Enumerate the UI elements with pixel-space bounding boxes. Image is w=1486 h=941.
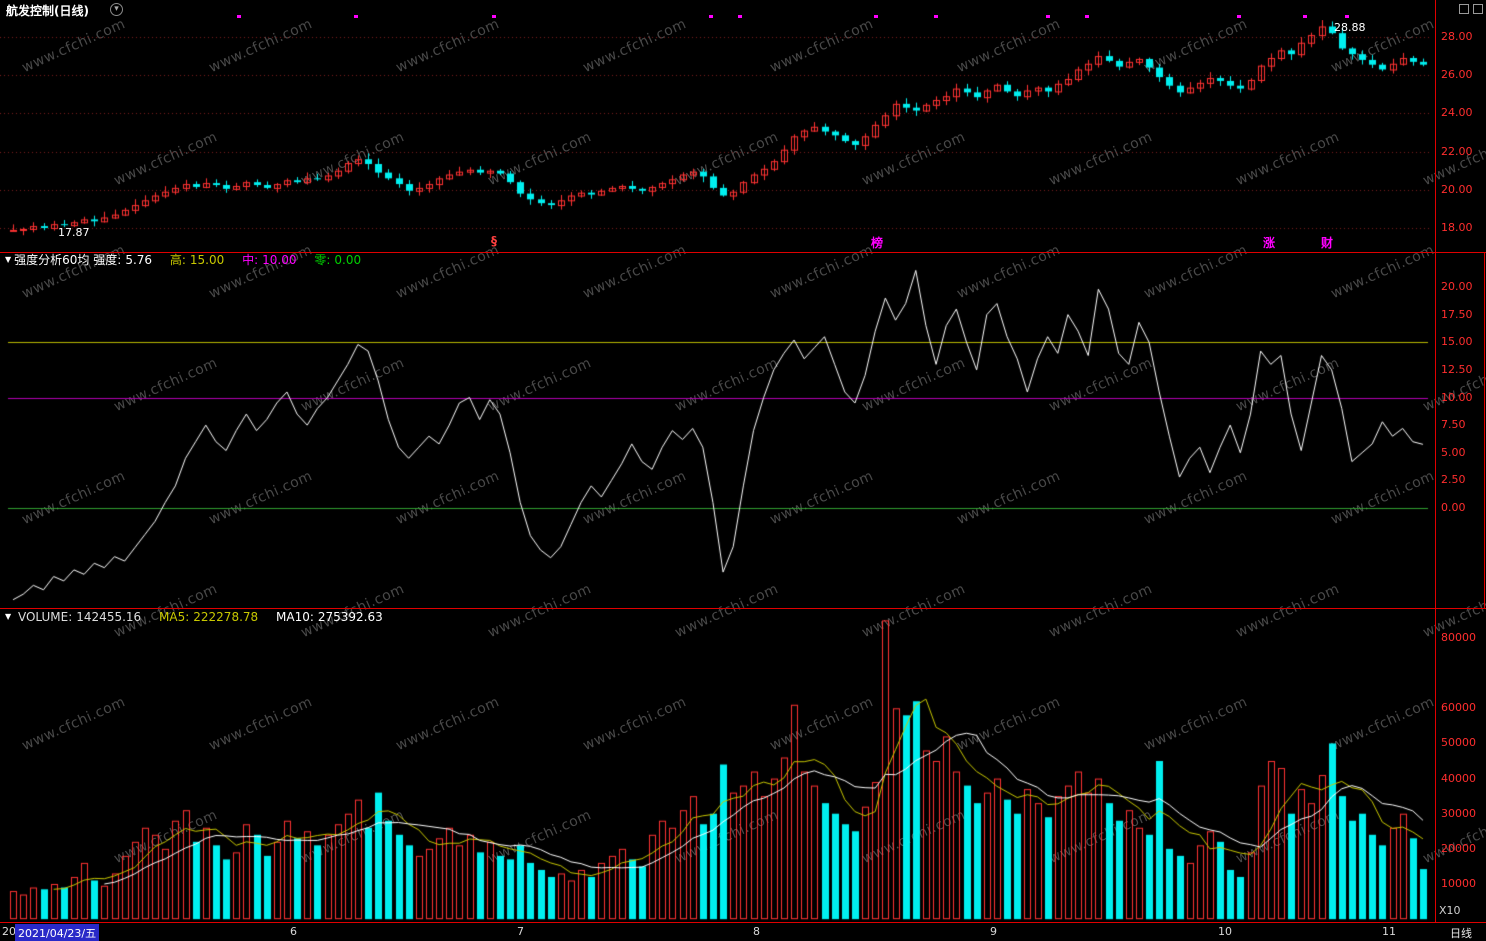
high-threshold-label: 高: [169, 253, 186, 267]
zero-threshold-value: 0.00 [334, 253, 362, 267]
mid-threshold-label: 中: [242, 253, 259, 267]
axis-label: 60000 [1441, 701, 1476, 715]
month-label: 9 [990, 925, 997, 938]
axis-label: 20.00 [1441, 182, 1473, 196]
event-mark: 财 [1321, 236, 1334, 250]
month-label: 10 [1218, 925, 1232, 938]
axis-label: 30000 [1441, 806, 1476, 820]
high-price-marker: 28.88 [1334, 21, 1366, 34]
strength-label: 强度: [93, 253, 122, 267]
window-controls [1459, 4, 1483, 14]
axis-multiplier-label: X10 [1439, 904, 1461, 917]
ma5-value: 222278.78 [193, 610, 259, 624]
event-mark: 涨 [1263, 236, 1276, 250]
price-chart-canvas[interactable] [0, 20, 1435, 252]
event-mark: § [491, 234, 497, 248]
signal-dot [1303, 15, 1307, 18]
month-label: 7 [517, 925, 524, 938]
panel-separator [0, 252, 1486, 253]
date-axis-bar: 20 2021/04/23/五 日线 6 7 8 9 10 11 [0, 923, 1486, 941]
volume-label: VOLUME: [17, 610, 73, 624]
axis-label: 26.00 [1441, 68, 1473, 82]
ma10-label: MA10: [276, 610, 314, 624]
axis-label: 0.00 [1441, 501, 1466, 514]
axis-separator-line [1435, 0, 1436, 922]
chevron-down-icon[interactable]: ▾ [110, 3, 123, 16]
ma10-value: 275392.63 [317, 610, 383, 624]
month-label: 11 [1382, 925, 1396, 938]
stock-title[interactable]: 航发控制(日线) [6, 4, 89, 18]
signal-dot [934, 15, 938, 18]
axis-label: 10000 [1441, 877, 1476, 890]
window-restore-icon[interactable] [1459, 4, 1469, 14]
axis-label: 40000 [1441, 771, 1476, 785]
axis-label: 80000 [1441, 631, 1476, 644]
ma5-label: MA5: [159, 610, 190, 624]
indicator-chart-canvas[interactable] [0, 252, 1435, 608]
volume-header: ▼ VOLUME: 142455.16 MA5: 222278.78 MA10: 27… [5, 610, 397, 624]
signal-dot [1345, 15, 1349, 18]
axis-label: 20.00 [1441, 280, 1473, 293]
signal-dot [492, 15, 496, 18]
axis-label: 22.00 [1441, 144, 1473, 158]
axis-label: 20000 [1441, 841, 1476, 855]
axis-label: 18.00 [1441, 221, 1473, 234]
panel-right-border [1484, 252, 1485, 608]
axis-label: 17.50 [1441, 307, 1473, 321]
signal-dot [237, 15, 241, 18]
signal-dot [1046, 15, 1050, 18]
event-mark: 榜 [871, 236, 884, 250]
title-bar: 航发控制(日线) ▾ [0, 0, 1486, 20]
axis-label: 12.50 [1441, 362, 1473, 376]
axis-label: 5.00 [1441, 445, 1466, 459]
panel-separator [0, 922, 1486, 923]
collapse-arrow-icon[interactable]: ▼ [5, 612, 12, 621]
mid-threshold-value: 10.00 [262, 253, 297, 267]
month-label: 6 [290, 925, 297, 938]
low-price-marker: 17.87 [58, 226, 90, 239]
axis-label: 2.50 [1441, 473, 1466, 487]
zero-threshold-label: 零: [314, 253, 331, 267]
volume-value: 142455.16 [76, 610, 142, 624]
month-label: 8 [753, 925, 760, 938]
signal-dot [738, 15, 742, 18]
indicator-header: ▼ 强度分析60均 强度: 5.76 高: 15.00 中: 10.00 零: 0.00 [5, 253, 375, 267]
axis-label: 28.00 [1441, 30, 1473, 43]
window-close-icon[interactable] [1473, 4, 1483, 14]
signal-dot [874, 15, 878, 18]
indicator-name[interactable]: 强度分析60均 [14, 253, 90, 267]
high-threshold-value: 15.00 [189, 253, 225, 267]
axis-label: 50000 [1441, 736, 1476, 750]
signal-dot [354, 15, 358, 18]
signal-dot [1237, 15, 1241, 18]
volume-chart-canvas[interactable] [0, 608, 1435, 922]
axis-label: 15.00 [1441, 335, 1473, 349]
signal-dot [709, 15, 713, 18]
selected-date-badge: 2021/04/23/五 [15, 924, 100, 941]
axis-label: 24.00 [1441, 106, 1473, 120]
collapse-arrow-icon[interactable]: ▼ [5, 255, 12, 264]
date-partial-label: 20 [2, 925, 16, 938]
signal-dot [1085, 15, 1089, 18]
axis-label: 10.00 [1441, 390, 1473, 404]
axis-label: 7.50 [1441, 418, 1466, 432]
period-label[interactable]: 日线 [1450, 927, 1472, 940]
strength-value: 5.76 [125, 253, 153, 267]
panel-separator [0, 608, 1486, 609]
